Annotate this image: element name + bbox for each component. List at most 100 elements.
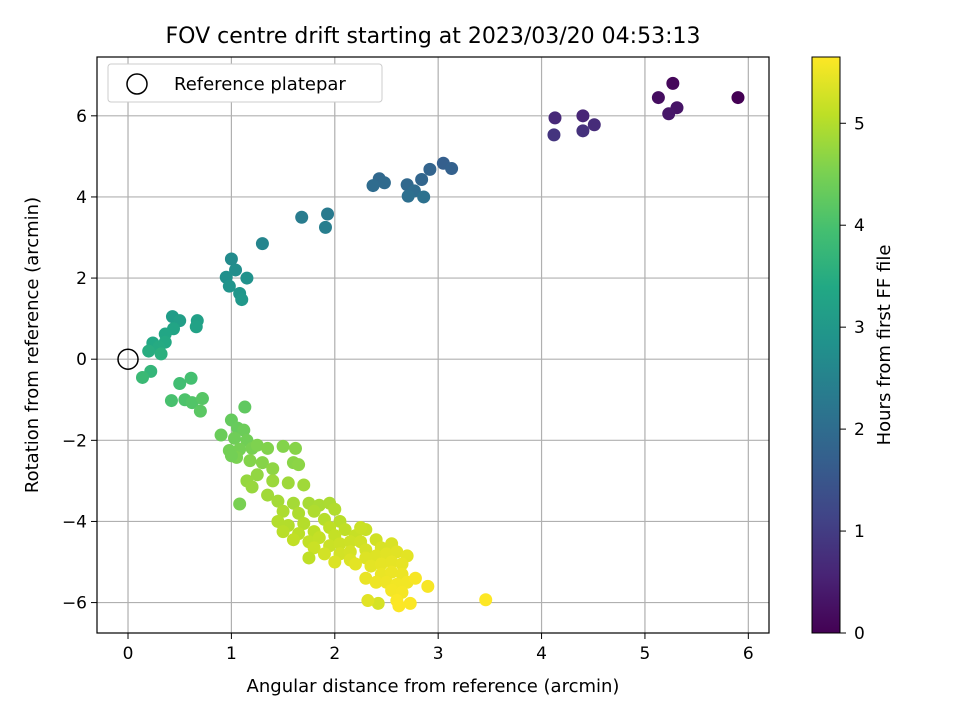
data-point <box>307 504 321 518</box>
y-tick-label: 2 <box>76 269 87 289</box>
data-point <box>371 596 385 610</box>
data-point <box>222 279 236 293</box>
data-point <box>312 531 326 545</box>
colorbar-tick-label: 1 <box>854 522 865 542</box>
data-point <box>361 594 375 608</box>
legend: Reference platepar <box>107 63 383 103</box>
data-point <box>423 162 437 176</box>
data-point <box>276 504 290 518</box>
data-point <box>395 557 409 571</box>
data-point <box>408 571 422 585</box>
data-point <box>255 456 269 470</box>
data-point <box>224 449 238 463</box>
colorbar: 0 1 2 3 4 5 Hours from first FF file <box>811 56 895 644</box>
data-point <box>479 593 493 607</box>
data-point <box>297 478 311 492</box>
data-point <box>243 454 257 468</box>
data-point <box>292 506 306 520</box>
data-point <box>328 555 342 569</box>
data-point <box>295 210 309 224</box>
x-axis-ticks: 0 1 2 3 4 5 6 <box>123 633 754 664</box>
data-point <box>731 91 745 105</box>
data-point <box>235 293 249 307</box>
x-tick-label: 6 <box>743 644 754 664</box>
data-point <box>302 551 316 565</box>
data-point <box>214 428 228 442</box>
data-point <box>385 583 399 597</box>
data-point <box>261 488 275 502</box>
data-point <box>224 252 238 266</box>
data-point <box>261 441 275 455</box>
data-point <box>587 118 601 132</box>
data-point <box>576 109 590 123</box>
data-points <box>135 76 745 613</box>
x-tick-label: 2 <box>329 644 340 664</box>
data-point <box>292 458 306 472</box>
data-point <box>651 91 665 105</box>
data-point <box>185 396 199 410</box>
legend-entry: Reference platepar <box>174 74 346 95</box>
data-point <box>271 494 285 508</box>
data-point <box>415 173 429 187</box>
data-point <box>364 559 378 573</box>
data-point <box>154 347 168 361</box>
data-point <box>403 596 417 610</box>
data-point <box>238 400 252 414</box>
x-tick-label: 3 <box>433 644 444 664</box>
y-tick-label: 6 <box>76 107 87 127</box>
x-tick-label: 1 <box>226 644 237 664</box>
y-tick-label: −2 <box>62 431 87 451</box>
colorbar-gradient <box>811 56 841 634</box>
data-point <box>343 535 357 549</box>
data-point <box>385 565 399 579</box>
data-point <box>255 237 269 251</box>
data-point <box>328 502 342 516</box>
data-point <box>286 496 300 510</box>
data-point <box>250 438 264 452</box>
data-point <box>374 557 388 571</box>
data-point <box>233 497 247 511</box>
data-point <box>348 557 362 571</box>
legend-marker-icon <box>126 73 148 95</box>
data-point <box>271 514 285 528</box>
x-axis-label: Angular distance from reference (arcmin) <box>247 676 620 697</box>
data-point <box>321 207 335 221</box>
data-point <box>377 176 391 190</box>
colorbar-tick-label: 5 <box>854 114 865 134</box>
reference-marker <box>117 348 139 370</box>
data-point <box>228 431 242 445</box>
data-point <box>392 599 406 613</box>
colorbar-tick-label: 4 <box>854 216 865 236</box>
reference-point <box>117 348 139 370</box>
data-point <box>666 76 680 90</box>
data-point <box>237 423 251 437</box>
data-point <box>318 220 332 234</box>
data-point <box>189 320 203 334</box>
data-point <box>317 547 331 561</box>
data-point <box>276 525 290 539</box>
colorbar-ticks: 0 1 2 3 4 5 <box>840 114 865 644</box>
data-point <box>164 394 178 408</box>
data-point <box>276 439 290 453</box>
data-point <box>229 263 243 277</box>
data-point <box>354 521 368 535</box>
data-point <box>333 537 347 551</box>
x-tick-label: 0 <box>123 644 134 664</box>
data-point <box>286 533 300 547</box>
data-point <box>266 474 280 488</box>
data-point <box>421 579 435 593</box>
data-point <box>369 575 383 589</box>
y-tick-label: 4 <box>76 188 87 208</box>
data-point <box>662 107 676 121</box>
data-point <box>385 555 399 569</box>
legend-box <box>107 63 383 103</box>
data-point <box>338 523 352 537</box>
data-point <box>547 128 561 142</box>
data-point <box>184 371 198 385</box>
data-point <box>390 545 404 559</box>
colorbar-tick-label: 0 <box>854 624 865 644</box>
data-point <box>266 462 280 476</box>
data-point <box>445 162 459 176</box>
y-tick-label: −6 <box>62 594 87 614</box>
data-point <box>417 190 431 204</box>
